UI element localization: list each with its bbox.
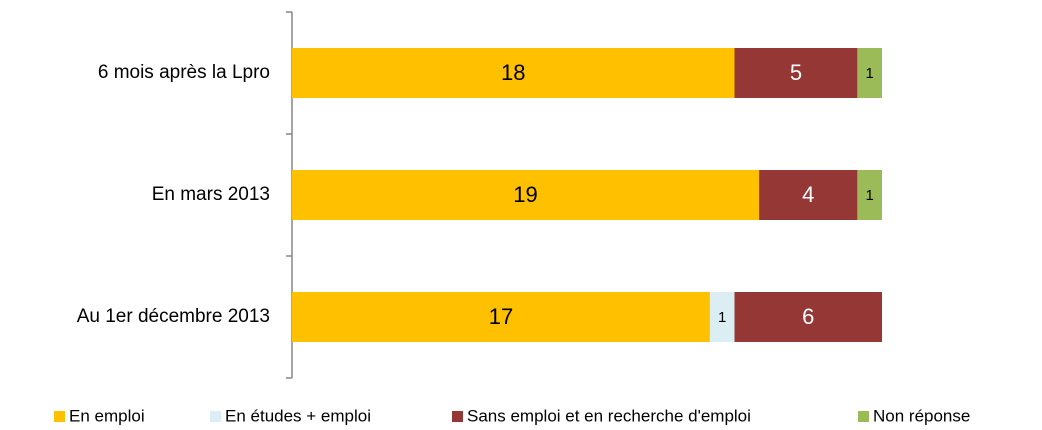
legend-swatch bbox=[54, 411, 65, 422]
bar-segment bbox=[292, 170, 760, 220]
legend-swatch bbox=[858, 411, 869, 422]
bar-segment bbox=[857, 48, 882, 98]
data-label: 19 bbox=[513, 182, 537, 207]
bar-segment bbox=[709, 292, 735, 342]
y-tick-label: En mars 2013 bbox=[152, 184, 270, 205]
bar-segment bbox=[292, 292, 710, 342]
data-label: 5 bbox=[790, 60, 802, 85]
data-label: 1 bbox=[866, 187, 874, 204]
data-label: 6 bbox=[802, 304, 814, 329]
data-label: 1 bbox=[866, 65, 874, 82]
y-tick-label: 6 mois après la Lpro bbox=[98, 62, 270, 83]
bar-segment bbox=[292, 48, 735, 98]
data-label: 1 bbox=[718, 309, 726, 326]
legend-label: Sans emploi et en recherche d'emploi bbox=[467, 406, 751, 425]
bar-segment bbox=[734, 292, 882, 342]
legend-label: Non réponse bbox=[873, 406, 970, 425]
legend-swatch bbox=[210, 411, 221, 422]
bar-segment bbox=[759, 170, 858, 220]
y-tick-label: Au 1er décembre 2013 bbox=[77, 306, 270, 327]
bar-segment bbox=[734, 48, 858, 98]
data-label: 4 bbox=[802, 182, 814, 207]
bar-segment bbox=[857, 170, 882, 220]
legend-swatch bbox=[452, 411, 463, 422]
data-label: 17 bbox=[489, 304, 513, 329]
data-label: 18 bbox=[501, 60, 525, 85]
legend-label: En études + emploi bbox=[225, 406, 371, 425]
legend-label: En emploi bbox=[69, 406, 145, 425]
